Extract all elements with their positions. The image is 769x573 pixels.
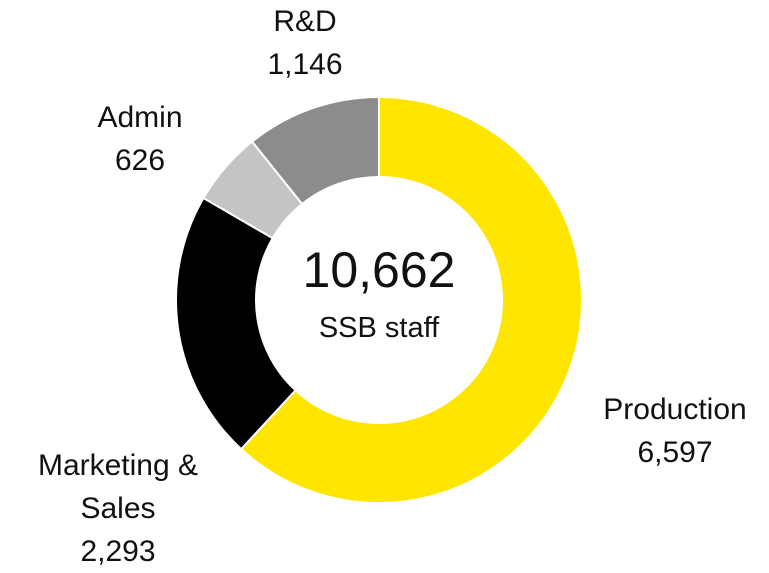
category-name: Admin <box>97 101 183 134</box>
value-label: 1,146 <box>267 48 343 81</box>
segment-label: Marketing & Sales 2,293 <box>8 444 228 573</box>
segment-label: Production 6,597 <box>570 388 769 474</box>
donut-segment <box>250 95 380 206</box>
donut-segment <box>175 196 297 451</box>
donut-segment <box>239 95 583 504</box>
value-label: 626 <box>114 144 166 177</box>
center-title: 10,662 <box>302 242 456 298</box>
segment-label: Admin 626 <box>60 96 220 182</box>
value-label: 6,597 <box>637 436 713 469</box>
category-name: Production <box>603 393 747 426</box>
category-name: R&D <box>273 5 337 38</box>
segment-label: R&D 1,146 <box>225 0 385 86</box>
center-subtitle: SSB staff <box>318 312 440 344</box>
category-name: Marketing & Sales <box>37 449 199 525</box>
value-label: 2,293 <box>80 535 156 568</box>
